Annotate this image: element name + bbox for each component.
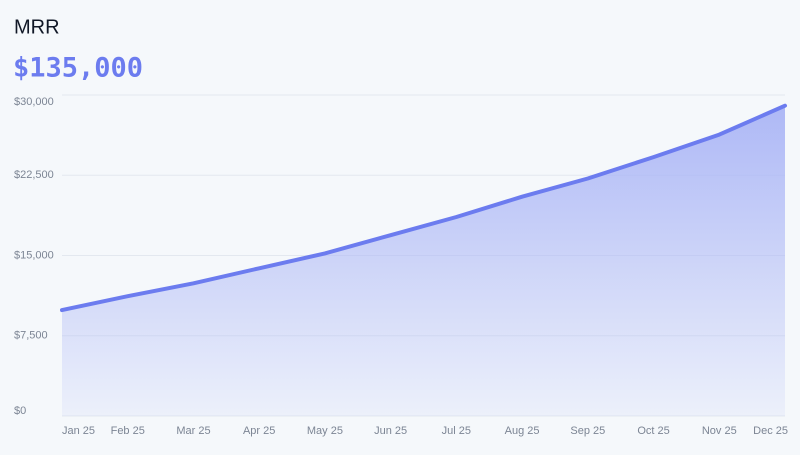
- x-tick-label: Nov 25: [702, 425, 737, 437]
- headline-value: $135,000: [13, 53, 143, 84]
- y-tick-label: $22,500: [14, 169, 54, 181]
- x-tick-label: Mar 25: [176, 425, 210, 437]
- y-tick-label: $0: [14, 405, 26, 417]
- x-tick-label: Jan 25: [62, 425, 95, 437]
- area-fill: [62, 105, 785, 416]
- y-tick-label: $15,000: [14, 249, 54, 261]
- chart-title: MRR: [14, 16, 60, 38]
- y-tick-label: $30,000: [14, 96, 54, 108]
- x-tick-label: Feb 25: [111, 425, 145, 437]
- x-tick-label: Apr 25: [243, 425, 275, 437]
- x-tick-label: Aug 25: [505, 425, 540, 437]
- x-tick-label: May 25: [307, 425, 343, 437]
- line: [60, 103, 787, 313]
- x-tick-label: Jul 25: [442, 425, 471, 437]
- x-tick-label: Dec 25: [753, 425, 788, 437]
- y-tick-label: $7,500: [14, 330, 48, 342]
- x-tick-label: Sep 25: [570, 425, 605, 437]
- x-tick-label: Oct 25: [637, 425, 669, 437]
- x-tick-label: Jun 25: [374, 425, 407, 437]
